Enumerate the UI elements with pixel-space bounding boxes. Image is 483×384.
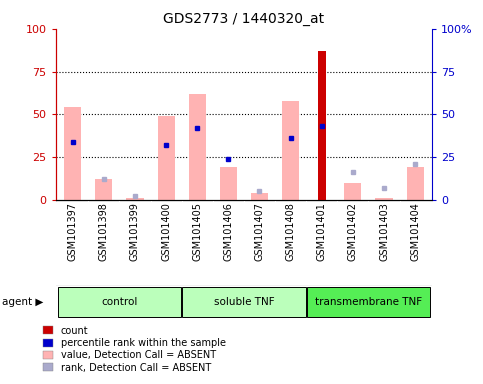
Text: GSM101404: GSM101404	[410, 202, 420, 261]
Text: transmembrane TNF: transmembrane TNF	[315, 297, 422, 308]
FancyBboxPatch shape	[58, 287, 181, 318]
Bar	[127, 198, 143, 200]
Text: soluble TNF: soluble TNF	[213, 297, 274, 308]
Bar	[251, 193, 268, 200]
Text: GSM101403: GSM101403	[379, 202, 389, 261]
Bar	[64, 108, 81, 200]
Text: GSM101398: GSM101398	[99, 202, 109, 261]
Bar	[344, 183, 361, 200]
Bar	[407, 167, 424, 200]
FancyBboxPatch shape	[182, 287, 306, 318]
Text: control: control	[101, 297, 138, 308]
Text: GSM101407: GSM101407	[255, 202, 265, 261]
Text: GSM101400: GSM101400	[161, 202, 171, 261]
Bar	[375, 198, 393, 200]
Bar	[95, 179, 113, 200]
Bar	[189, 94, 206, 200]
Bar	[318, 51, 326, 200]
Bar	[157, 116, 175, 200]
Text: GSM101401: GSM101401	[317, 202, 327, 261]
Text: GSM101397: GSM101397	[68, 202, 78, 261]
Bar	[220, 167, 237, 200]
Text: GSM101408: GSM101408	[285, 202, 296, 261]
FancyBboxPatch shape	[307, 287, 430, 318]
Text: GSM101405: GSM101405	[192, 202, 202, 261]
Legend: count, percentile rank within the sample, value, Detection Call = ABSENT, rank, : count, percentile rank within the sample…	[41, 324, 227, 375]
Text: agent ▶: agent ▶	[2, 297, 44, 308]
Text: GSM101399: GSM101399	[130, 202, 140, 261]
Text: GSM101406: GSM101406	[223, 202, 233, 261]
Text: GSM101402: GSM101402	[348, 202, 358, 261]
Title: GDS2773 / 1440320_at: GDS2773 / 1440320_at	[163, 12, 325, 26]
Bar	[282, 101, 299, 200]
